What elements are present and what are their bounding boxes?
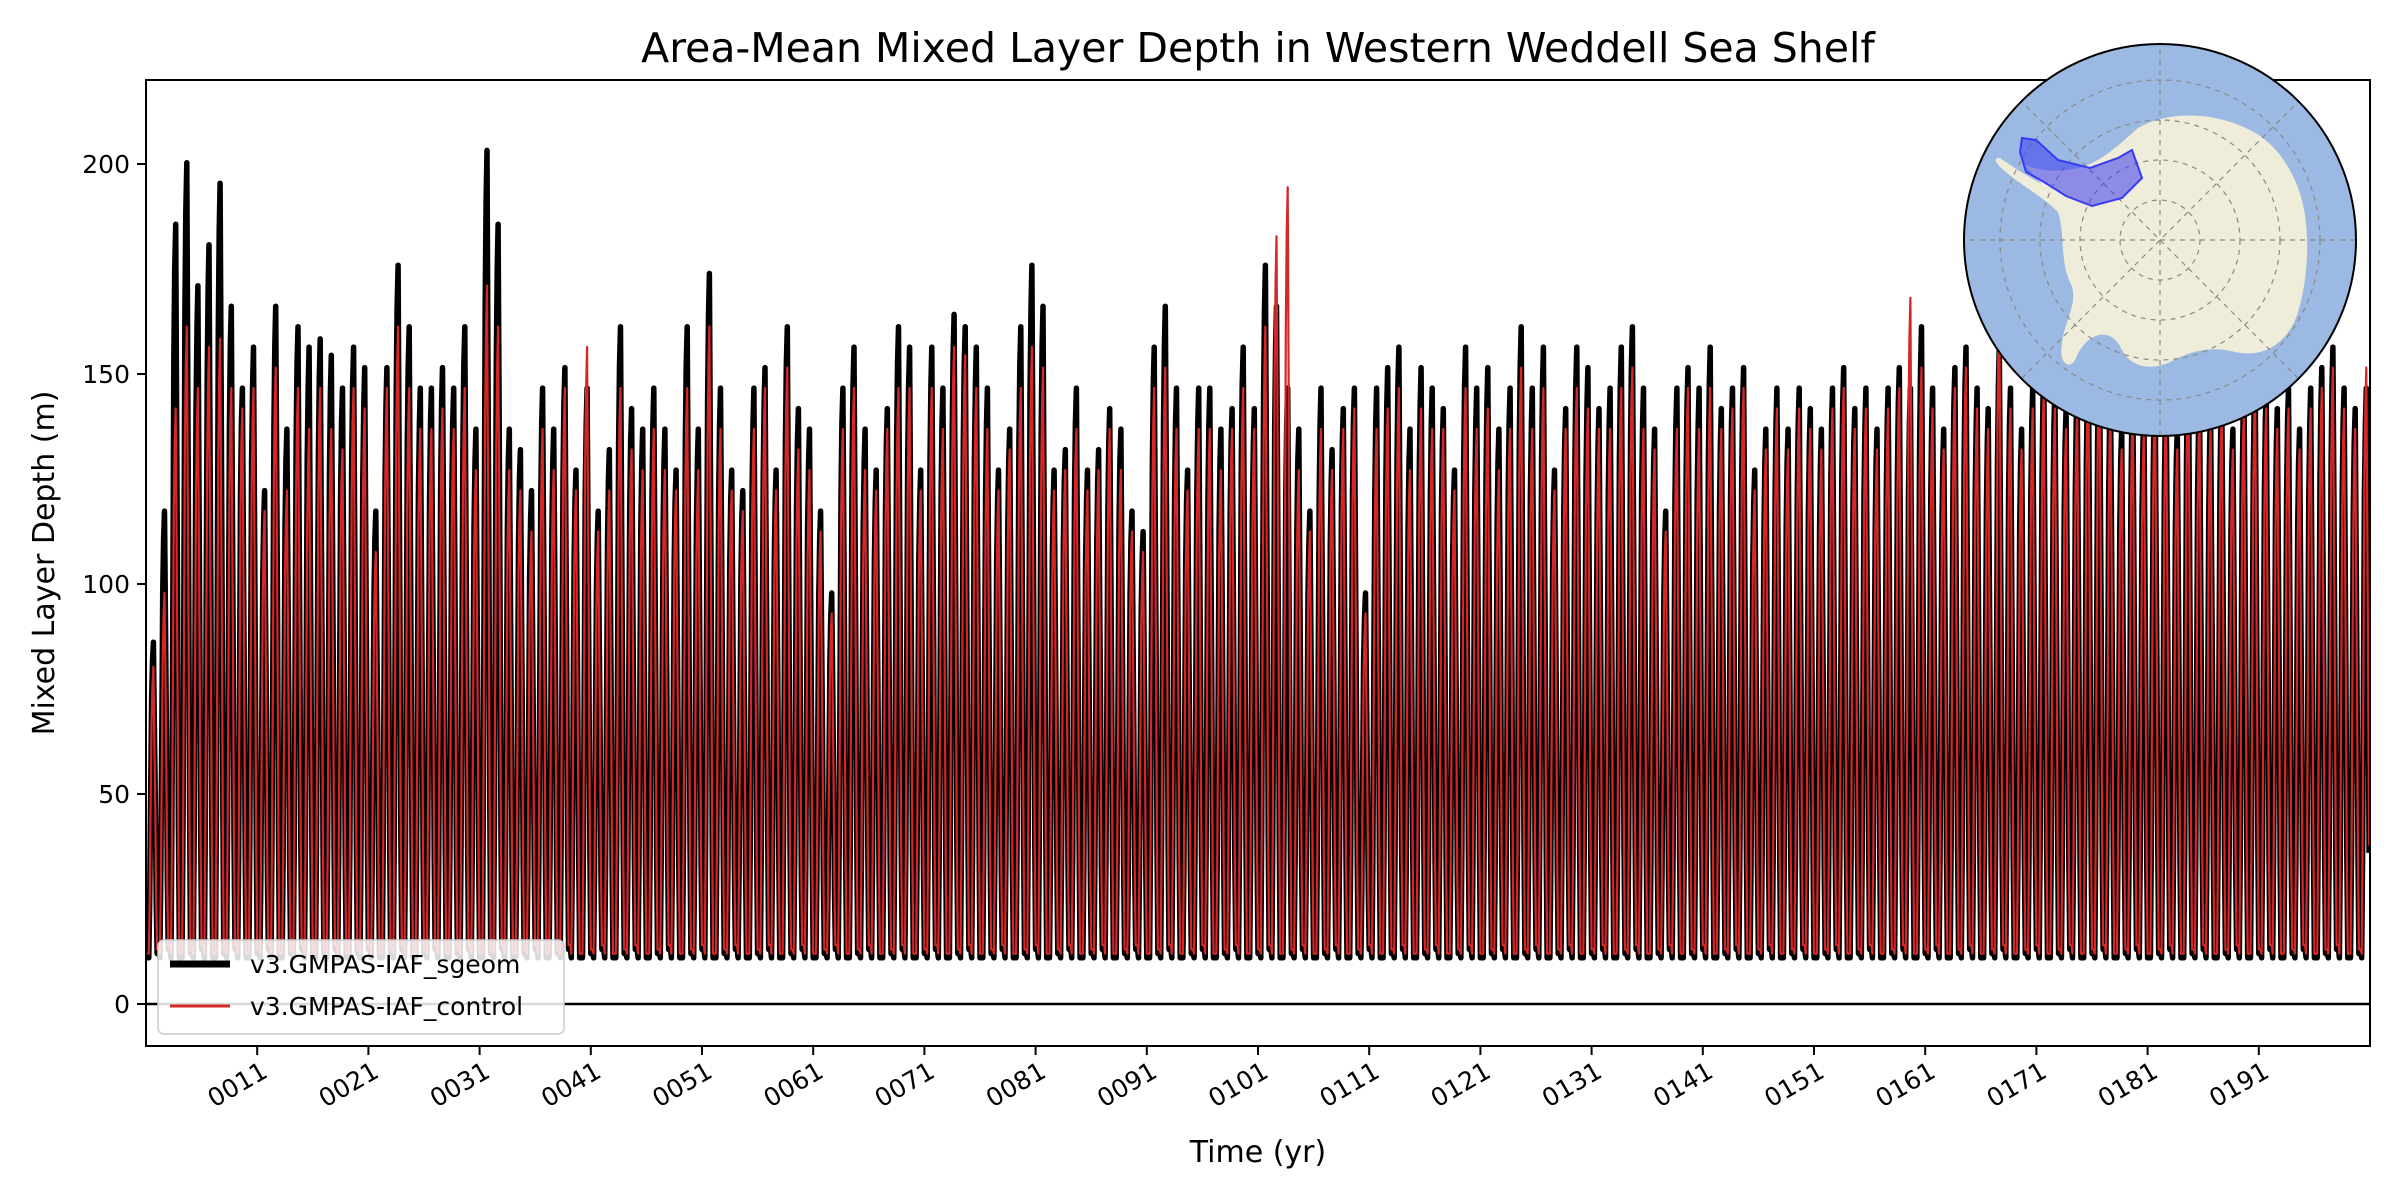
legend-label-sgeom: v3.GMPAS-IAF_sgeom bbox=[250, 950, 520, 979]
y-tick-label: 50 bbox=[98, 780, 130, 809]
antarctic-peninsula bbox=[1995, 158, 2058, 212]
inset-map-antarctica bbox=[1963, 43, 2357, 437]
y-tick-label: 0 bbox=[114, 990, 130, 1019]
inset-map-border bbox=[1963, 43, 2357, 437]
chart-title: Area-Mean Mixed Layer Depth in Western W… bbox=[641, 24, 1876, 72]
y-axis-label: Mixed Layer Depth (m) bbox=[27, 391, 62, 736]
graticule bbox=[1964, 44, 2356, 436]
legend-label-control: v3.GMPAS-IAF_control bbox=[250, 992, 523, 1021]
legend-box bbox=[157, 939, 565, 1035]
legend: v3.GMPAS-IAF_sgeom v3.GMPAS-IAF_control bbox=[157, 939, 565, 1035]
y-tick-label: 200 bbox=[82, 150, 130, 179]
y-axis: 0 50 100 150 200 bbox=[82, 150, 146, 1019]
y-tick-label: 150 bbox=[82, 360, 130, 389]
western-weddell-shelf-region bbox=[2018, 136, 2144, 208]
y-tick-label: 100 bbox=[82, 570, 130, 599]
x-axis-label: Time (yr) bbox=[1189, 1135, 1326, 1170]
